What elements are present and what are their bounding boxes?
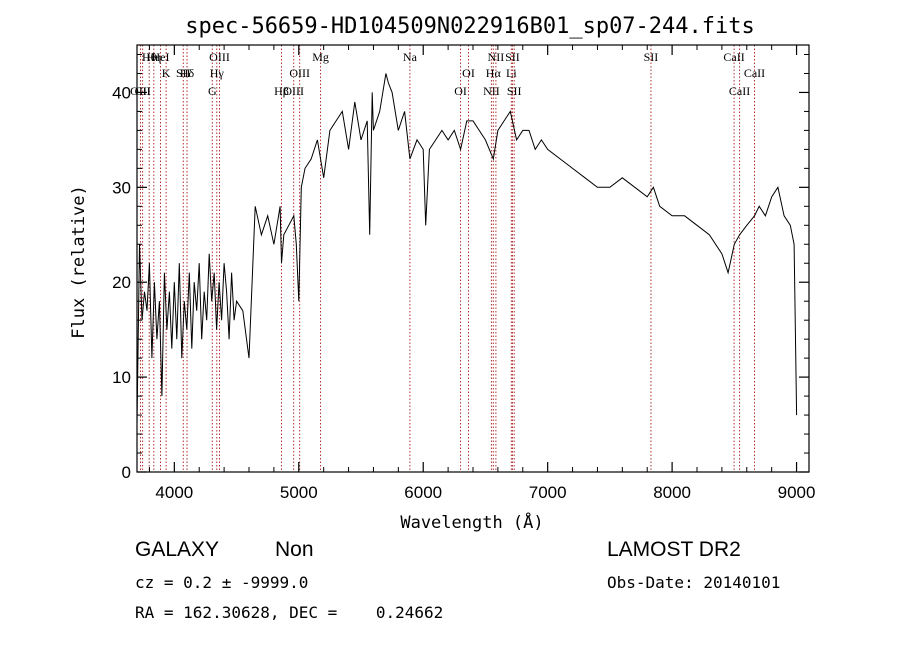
spectral-line-label: NII [488,50,505,64]
redshift-text: cz = 0.2 ± -9999.0 [135,573,309,592]
spectral-line-label: G [208,84,217,98]
spectral-line-label: OI [462,66,475,80]
spectral-line-label: Hη [146,50,161,64]
spectrum-series-line [136,73,798,425]
x-tick-label: 7000 [529,483,567,502]
spectral-line-label: OIII [289,66,310,80]
line-labels-layer: HθKCIIHeIHδOIIIHηSIIGOIIIHγHβMgOIIIOIIIN… [130,50,765,98]
spectral-line-label: Hβ [274,84,289,98]
x-tick-label: 5000 [280,483,318,502]
spectral-line-label: NII [483,84,500,98]
spectral-line-label: CaII [729,84,750,98]
spectral-line-label: SII [505,50,520,64]
obs-date-text: Obs-Date: 20140101 [607,573,781,592]
series-layer [136,73,798,425]
x-tick-label: 6000 [404,483,442,502]
spectral-line-label: Hγ [210,66,225,80]
spectral-line-label: Hδ [180,66,195,80]
spectral-line-label: Li [506,66,517,80]
survey-label: LAMOST DR2 [607,538,741,561]
y-tick-label: 0 [122,463,131,482]
spectral-line-label: CII [135,84,151,98]
spectral-line-label: Mg [312,50,329,64]
spectral-line-label: Hθ [142,50,157,64]
spectral-line-label: OIII [130,84,151,98]
spectral-line-label: HeI [152,50,170,64]
x-tick-label: 8000 [653,483,691,502]
plot-frame [136,44,810,473]
classification-label: GALAXY [135,538,220,561]
spectral-line-label: Na [403,50,418,64]
chart-title: spec-56659-HD104509N022916B01_sp07-244.f… [185,14,755,39]
coordinates-text: RA = 162.30628, DEC = 0.24662 [135,603,444,622]
y-tick-label: 20 [112,273,131,292]
spectral-line-label: CaII [723,50,744,64]
spectral-line-label: CaII [744,66,765,80]
spectral-lines-layer [139,45,755,472]
spectral-line-label: SII [644,50,659,64]
x-tick-label: 9000 [778,483,816,502]
spectral-line-label: OIII [283,84,304,98]
y-tick-label: 10 [112,368,131,387]
spectral-line-label: OI [454,84,467,98]
axis-ticks-layer: 4000 5000 6000 7000 8000 9000 0 10 20 30 40 [112,45,815,502]
x-axis-label: Wavelength (Å) [400,511,543,533]
spectral-line-label: OIII [209,50,230,64]
spectral-line-label: K [162,66,171,80]
spectral-line-label: SII [507,84,522,98]
spectral-line-label: SII [176,66,191,80]
spectral-line-label: Hα [486,66,502,80]
y-tick-label: 30 [112,178,131,197]
subclass-label: Non [275,538,314,561]
y-axis-label: Flux (relative) [69,185,89,339]
y-tick-label: 40 [112,83,131,102]
x-tick-label: 4000 [155,483,193,502]
